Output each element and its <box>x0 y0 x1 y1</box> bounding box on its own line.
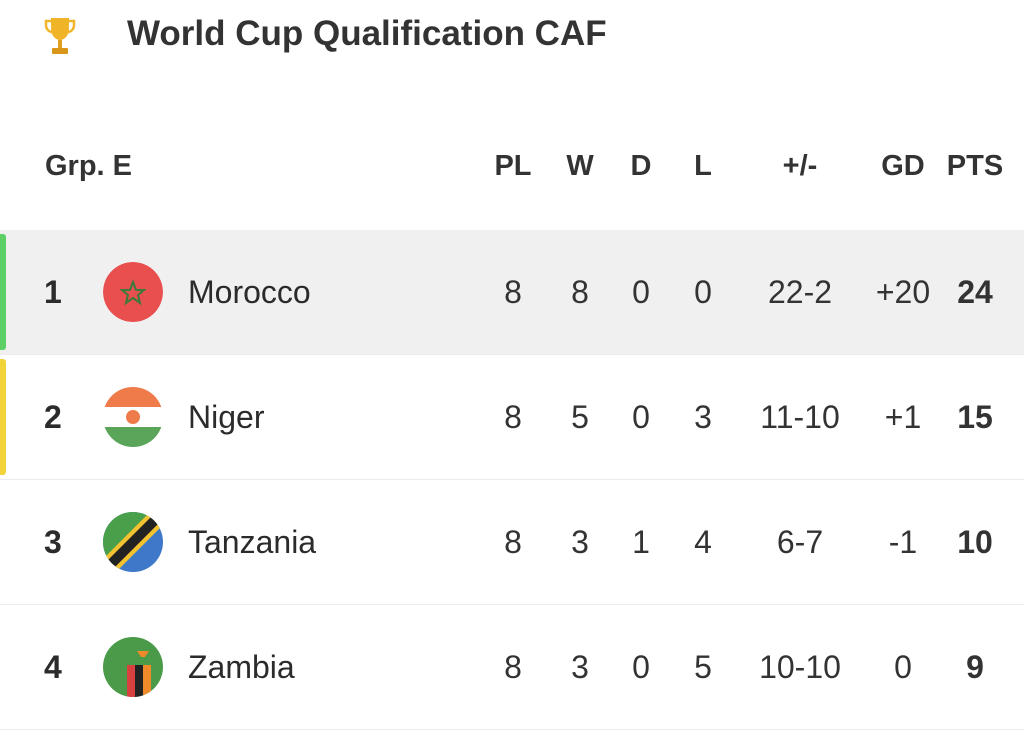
team-flag <box>103 512 163 572</box>
stat-cell: 0 <box>632 274 650 310</box>
group-label: Grp. E <box>45 150 133 182</box>
stat-cell: 9 <box>966 649 984 685</box>
stat-cell: 8 <box>504 274 522 310</box>
stat-cell: 3 <box>571 524 589 560</box>
table-row: 2 Niger 8 5 0 3 11-10 +1 15 <box>0 355 1024 480</box>
stat-cell: 15 <box>957 399 993 435</box>
stat-cell: +20 <box>875 274 931 310</box>
team-flag <box>103 387 163 447</box>
stat-cell: 3 <box>571 649 589 685</box>
stat-cell: 0 <box>694 274 712 310</box>
stat-cell: +1 <box>884 399 922 435</box>
rank: 2 <box>44 399 62 435</box>
column-header: GD <box>881 150 925 182</box>
stat-cell: 0 <box>632 399 650 435</box>
stat-cell: 11-10 <box>760 399 840 435</box>
stat-cell: 5 <box>571 399 589 435</box>
trophy-icon <box>44 18 76 54</box>
stat-cell: 10-10 <box>759 649 841 685</box>
title: World Cup Qualification CAF <box>127 14 607 53</box>
team-name: Morocco <box>188 274 311 310</box>
column-header: PTS <box>946 150 1004 182</box>
rank: 4 <box>44 649 62 685</box>
team-name: Niger <box>188 399 265 435</box>
stat-cell: 6-7 <box>776 524 824 560</box>
table-row: 4 Zambia 8 3 0 5 10-10 0 9 <box>0 605 1024 730</box>
table-row: 1 Morocco 8 8 0 0 22-2 +20 24 <box>0 230 1024 355</box>
column-header: PL <box>494 150 532 182</box>
stat-cell: 0 <box>894 649 912 685</box>
column-header: L <box>694 150 712 182</box>
team-name: Tanzania <box>188 524 317 560</box>
stat-cell: 1 <box>632 524 650 560</box>
stat-cell: 8 <box>504 649 522 685</box>
qualification-indicator <box>0 359 6 475</box>
stat-cell: 0 <box>632 649 650 685</box>
stat-cell: 4 <box>694 524 712 560</box>
stat-cell: 10 <box>957 524 993 560</box>
table-row: 3 Tanzania 8 3 1 4 6-7 -1 10 <box>0 480 1024 605</box>
column-header: +/- <box>782 150 818 182</box>
qualification-indicator <box>0 234 6 350</box>
stat-cell: 22-2 <box>767 274 833 310</box>
stat-cell: 5 <box>694 649 712 685</box>
stat-cell: 3 <box>694 399 712 435</box>
stat-cell: 8 <box>504 399 522 435</box>
team-flag <box>103 262 163 322</box>
stat-cell: 8 <box>504 524 522 560</box>
rank: 1 <box>44 274 62 310</box>
team-name: Zambia <box>188 649 295 685</box>
stat-cell: 24 <box>957 274 993 310</box>
team-flag <box>103 637 163 697</box>
stat-cell: -1 <box>888 524 918 560</box>
column-header: W <box>566 150 594 182</box>
column-header: D <box>630 150 652 182</box>
stat-cell: 8 <box>571 274 589 310</box>
rank: 3 <box>44 524 62 560</box>
